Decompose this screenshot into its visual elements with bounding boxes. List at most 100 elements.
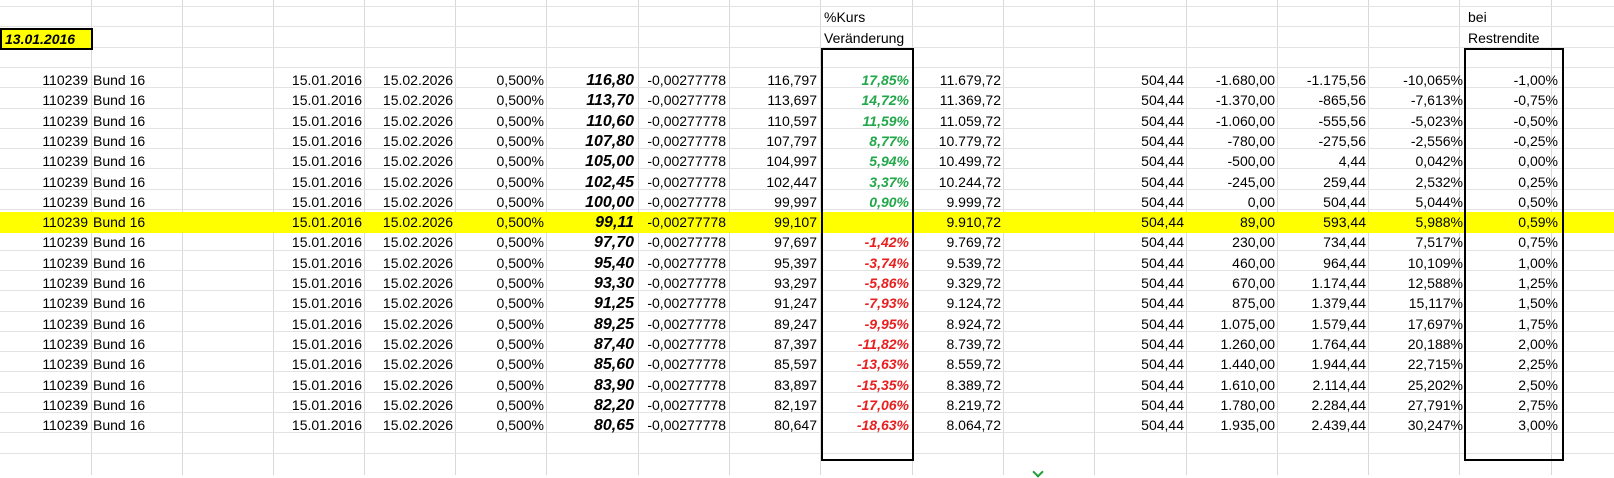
cell-name[interactable]: Bund 16	[93, 275, 146, 291]
cell-c2[interactable]: -245,00	[1227, 174, 1275, 190]
cell-c4[interactable]: 5,044%	[1415, 194, 1463, 210]
cell-value[interactable]: 11.059,72	[939, 113, 1001, 129]
cell-pct[interactable]: -7,93%	[864, 295, 909, 311]
cell-d1[interactable]: 15.01.2016	[291, 214, 362, 230]
cell-coupon[interactable]: 0,500%	[496, 336, 544, 352]
cell-id[interactable]: 110239	[42, 133, 88, 149]
cell-c3[interactable]: 1.174,44	[1311, 275, 1367, 291]
cell-name[interactable]: Bund 16	[93, 92, 146, 108]
cell-c1[interactable]: 504,44	[1141, 174, 1184, 190]
cell-c3[interactable]: 1.944,44	[1311, 356, 1367, 372]
cell-d2[interactable]: 15.02.2026	[382, 234, 453, 250]
cell-d2[interactable]: 15.02.2026	[382, 377, 453, 393]
cell-c4[interactable]: 27,791%	[1407, 397, 1463, 413]
cell-c2[interactable]: -1.370,00	[1215, 92, 1275, 108]
cell-c2[interactable]: 1.780,00	[1220, 397, 1276, 413]
cell-name[interactable]: Bund 16	[93, 234, 146, 250]
cell-yield[interactable]: -0,50%	[1513, 113, 1558, 129]
cell-c3[interactable]: 1.379,44	[1311, 295, 1367, 311]
cell-factor[interactable]: -0,00277778	[647, 397, 726, 413]
cell-pct[interactable]: 5,94%	[869, 153, 909, 169]
cell-d2[interactable]: 15.02.2026	[382, 174, 453, 190]
cell-value[interactable]: 9.999,72	[946, 194, 1002, 210]
cell-id[interactable]: 110239	[42, 214, 88, 230]
cell-pct[interactable]: -11,82%	[857, 336, 909, 352]
cell-coupon[interactable]: 0,500%	[496, 295, 544, 311]
cell-coupon[interactable]: 0,500%	[496, 397, 544, 413]
cell-price[interactable]: 89,25	[593, 316, 634, 333]
cell-factor[interactable]: -0,00277778	[647, 174, 726, 190]
cell-price[interactable]: 113,70	[586, 92, 634, 109]
cell-c1[interactable]: 504,44	[1141, 133, 1184, 149]
cell-price[interactable]: 83,90	[593, 377, 634, 394]
cell-yield[interactable]: 1,50%	[1518, 295, 1558, 311]
cell-factor[interactable]: -0,00277778	[647, 153, 726, 169]
cell-value[interactable]: 8.064,72	[946, 417, 1002, 433]
cell-name[interactable]: Bund 16	[93, 397, 146, 413]
cell-yield[interactable]: 2,00%	[1518, 336, 1558, 352]
cell-c4[interactable]: 15,117%	[1408, 295, 1463, 311]
cell-d2[interactable]: 15.02.2026	[382, 275, 453, 291]
cell-adj[interactable]: 87,397	[774, 336, 817, 352]
cell-d1[interactable]: 15.01.2016	[291, 113, 362, 129]
cell-factor[interactable]: -0,00277778	[647, 113, 726, 129]
cell-yield[interactable]: 0,00%	[1518, 153, 1558, 169]
cell-c2[interactable]: 670,00	[1232, 275, 1275, 291]
cell-id[interactable]: 110239	[42, 295, 88, 311]
cell-value[interactable]: 9.124,72	[946, 295, 1002, 311]
cell-value[interactable]: 10.244,72	[938, 174, 1001, 190]
cell-c4[interactable]: 25,202%	[1407, 377, 1463, 393]
cell-yield[interactable]: 2,50%	[1518, 377, 1558, 393]
header-rendite-line1[interactable]: bei	[1468, 9, 1487, 25]
cell-coupon[interactable]: 0,500%	[496, 174, 544, 190]
cell-c1[interactable]: 504,44	[1141, 397, 1184, 413]
cell-factor[interactable]: -0,00277778	[647, 92, 726, 108]
cell-factor[interactable]: -0,00277778	[647, 295, 726, 311]
cell-c3[interactable]: 1.579,44	[1311, 316, 1367, 332]
cell-c2[interactable]: 89,00	[1239, 214, 1275, 230]
cell-id[interactable]: 110239	[42, 92, 88, 108]
cell-d1[interactable]: 15.01.2016	[291, 377, 362, 393]
cell-d1[interactable]: 15.01.2016	[291, 234, 362, 250]
cell-c2[interactable]: 230,00	[1232, 234, 1275, 250]
cell-yield[interactable]: -0,75%	[1513, 92, 1558, 108]
cell-value[interactable]: 8.924,72	[946, 316, 1002, 332]
cell-c4[interactable]: 12,588%	[1407, 275, 1463, 291]
cell-yield[interactable]: 1,75%	[1518, 316, 1558, 332]
cell-price[interactable]: 107,80	[585, 133, 634, 150]
cell-yield[interactable]: 0,75%	[1518, 234, 1558, 250]
cell-factor[interactable]: -0,00277778	[647, 234, 726, 250]
cell-adj[interactable]: 110,597	[767, 113, 817, 129]
cell-name[interactable]: Bund 16	[93, 194, 146, 210]
cell-pct[interactable]: 17,85%	[861, 72, 909, 88]
cell-adj[interactable]: 80,647	[774, 417, 817, 433]
cell-d2[interactable]: 15.02.2026	[382, 255, 453, 271]
cell-c4[interactable]: 0,042%	[1415, 153, 1463, 169]
cell-d1[interactable]: 15.01.2016	[291, 417, 362, 433]
cell-coupon[interactable]: 0,500%	[496, 153, 544, 169]
cell-id[interactable]: 110239	[42, 194, 88, 210]
cell-id[interactable]: 110239	[42, 356, 88, 372]
cell-name[interactable]: Bund 16	[93, 133, 146, 149]
cell-yield[interactable]: 1,00%	[1518, 255, 1558, 271]
cell-id[interactable]: 110239	[42, 316, 88, 332]
cell-d2[interactable]: 15.02.2026	[382, 295, 453, 311]
cell-adj[interactable]: 95,397	[774, 255, 817, 271]
cell-d1[interactable]: 15.01.2016	[291, 255, 362, 271]
cell-d1[interactable]: 15.01.2016	[291, 336, 362, 352]
cell-c3[interactable]: -275,56	[1318, 133, 1366, 149]
cell-adj[interactable]: 83,897	[774, 377, 817, 393]
cell-pct[interactable]: 8,77%	[869, 133, 909, 149]
header-kurs-line2[interactable]: Veränderung	[824, 30, 905, 46]
cell-coupon[interactable]: 0,500%	[496, 417, 544, 433]
cell-name[interactable]: Bund 16	[93, 174, 146, 190]
cell-coupon[interactable]: 0,500%	[496, 275, 544, 291]
cell-c1[interactable]: 504,44	[1141, 336, 1184, 352]
cell-c1[interactable]: 504,44	[1141, 377, 1184, 393]
cell-yield[interactable]: -0,25%	[1513, 133, 1558, 149]
cell-d2[interactable]: 15.02.2026	[382, 356, 453, 372]
cell-c3[interactable]: 259,44	[1323, 174, 1366, 190]
cell-c3[interactable]: 504,44	[1323, 194, 1366, 210]
cell-value[interactable]: 9.539,72	[946, 255, 1002, 271]
